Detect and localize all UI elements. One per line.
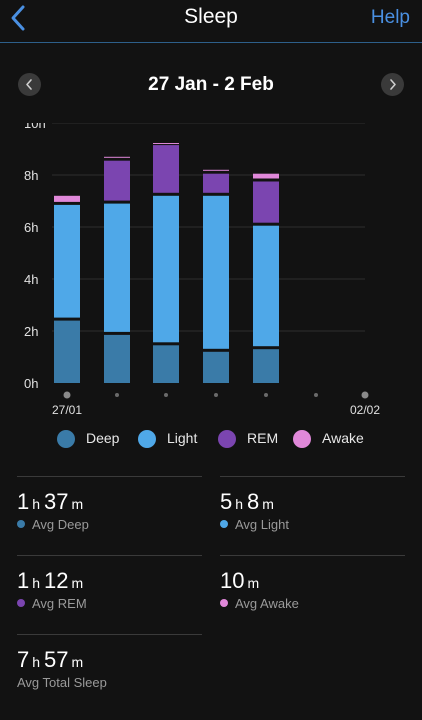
bar-awake bbox=[54, 195, 80, 202]
stat-label: Avg Deep bbox=[17, 517, 89, 532]
x-tick-label: 02/02 bbox=[350, 403, 380, 417]
y-tick-label: 6h bbox=[24, 220, 38, 235]
day-marker-dot bbox=[264, 393, 268, 397]
day-marker-dot bbox=[63, 391, 71, 399]
legend-label-awake: Awake bbox=[322, 430, 364, 446]
rem-dot-icon bbox=[17, 599, 25, 607]
stat-label: Avg Awake bbox=[220, 596, 299, 611]
bar-light bbox=[54, 204, 80, 318]
stat-value: 10 m bbox=[220, 568, 260, 593]
awake-dot-icon bbox=[220, 599, 228, 607]
legend-label-light: Light bbox=[167, 430, 198, 446]
date-navigator: 27 Jan - 2 Feb bbox=[0, 70, 422, 100]
y-tick-label: 10h bbox=[24, 116, 46, 131]
x-tick-label: 27/01 bbox=[52, 403, 82, 417]
legend-dot-awake bbox=[293, 430, 311, 448]
header: Sleep Help bbox=[0, 0, 422, 43]
bar-rem bbox=[203, 173, 229, 193]
day-marker-dot bbox=[214, 393, 218, 397]
previous-week-button[interactable] bbox=[18, 73, 41, 96]
deep-dot-icon bbox=[17, 520, 25, 528]
stat-value: 1 h 12 m bbox=[17, 568, 84, 593]
legend-dot-deep bbox=[57, 430, 75, 448]
bar-awake bbox=[253, 173, 279, 179]
next-week-button[interactable] bbox=[381, 73, 404, 96]
stat-label: Avg Light bbox=[220, 517, 289, 532]
day-marker-dot bbox=[115, 393, 119, 397]
stat-label: Avg REM bbox=[17, 596, 87, 611]
stat-avg-awake: 10 m Avg Awake bbox=[220, 555, 405, 634]
back-button[interactable] bbox=[6, 4, 32, 32]
stat-value: 1 h 37 m bbox=[17, 489, 84, 514]
chevron-right-icon bbox=[390, 79, 396, 90]
y-tick-label: 8h bbox=[24, 168, 38, 183]
bar-rem bbox=[104, 160, 130, 201]
bar-deep bbox=[54, 320, 80, 383]
help-link[interactable]: Help bbox=[370, 7, 410, 28]
day-marker-dot bbox=[361, 391, 369, 399]
bar-deep bbox=[104, 334, 130, 383]
page-title: Sleep bbox=[184, 5, 238, 28]
date-range: 27 Jan - 2 Feb bbox=[148, 74, 274, 95]
stat-label: Avg Total Sleep bbox=[17, 675, 107, 690]
bar-awake bbox=[203, 169, 229, 171]
bar-deep bbox=[203, 351, 229, 383]
day-marker-dot bbox=[164, 393, 168, 397]
stat-value: 7 h 57 m bbox=[17, 647, 84, 672]
stat-avg-total: 7 h 57 m Avg Total Sleep bbox=[17, 634, 202, 713]
stat-avg-deep: 1 h 37 m Avg Deep bbox=[17, 476, 202, 555]
bar-awake bbox=[104, 156, 130, 158]
bar-awake bbox=[153, 143, 179, 145]
bar-light bbox=[104, 203, 130, 332]
bar-deep bbox=[153, 345, 179, 383]
y-tick-label: 0h bbox=[24, 376, 38, 391]
chevron-left-icon bbox=[11, 5, 25, 31]
bar-rem bbox=[253, 181, 279, 223]
light-dot-icon bbox=[220, 520, 228, 528]
legend-label-deep: Deep bbox=[86, 430, 120, 446]
day-marker-dot bbox=[314, 393, 318, 397]
bar-light bbox=[203, 195, 229, 349]
bar-rem bbox=[153, 145, 179, 193]
stat-avg-rem: 1 h 12 m Avg REM bbox=[17, 555, 202, 634]
y-tick-label: 4h bbox=[24, 272, 38, 287]
bar-light bbox=[253, 225, 279, 347]
sleep-chart: 0h 2h 4h 6h 8h 10h 27/01 02/02 bbox=[24, 116, 380, 417]
legend-dot-rem bbox=[218, 430, 236, 448]
bar-light bbox=[153, 195, 179, 343]
bar-deep bbox=[253, 349, 279, 383]
chevron-left-icon bbox=[26, 79, 32, 90]
legend-label-rem: REM bbox=[247, 430, 279, 446]
y-tick-label: 2h bbox=[24, 324, 38, 339]
legend-dot-light bbox=[138, 430, 156, 448]
chart-legend: Deep Light REM Awake bbox=[0, 428, 422, 452]
